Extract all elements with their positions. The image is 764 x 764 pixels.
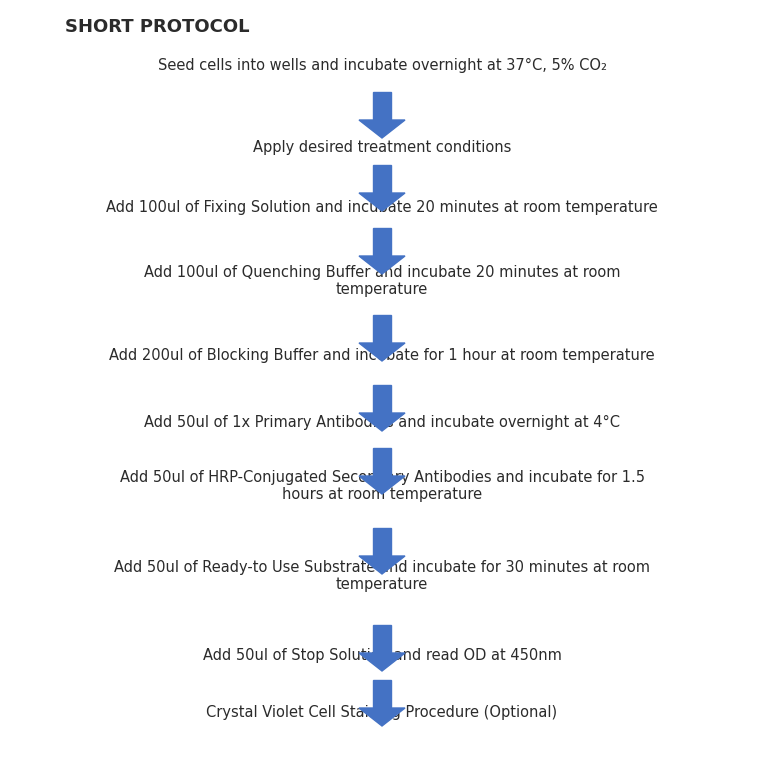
Bar: [373, 165, 391, 193]
Bar: [373, 625, 391, 653]
Bar: [373, 228, 391, 256]
Text: Apply desired treatment conditions: Apply desired treatment conditions: [253, 140, 511, 155]
Polygon shape: [359, 193, 405, 211]
Polygon shape: [359, 708, 405, 726]
Text: Seed cells into wells and incubate overnight at 37°C, 5% CO₂: Seed cells into wells and incubate overn…: [157, 58, 607, 73]
Bar: [373, 315, 391, 343]
Polygon shape: [359, 256, 405, 274]
Text: Add 50ul of 1x Primary Antibodies and incubate overnight at 4°C: Add 50ul of 1x Primary Antibodies and in…: [144, 415, 620, 430]
Text: Add 100ul of Fixing Solution and incubate 20 minutes at room temperature: Add 100ul of Fixing Solution and incubat…: [106, 200, 658, 215]
Polygon shape: [359, 413, 405, 431]
Polygon shape: [359, 653, 405, 671]
Text: Add 50ul of HRP-Conjugated Secondary Antibodies and incubate for 1.5
hours at ro: Add 50ul of HRP-Conjugated Secondary Ant…: [119, 470, 645, 503]
Text: SHORT PROTOCOL: SHORT PROTOCOL: [65, 18, 250, 36]
Polygon shape: [359, 476, 405, 494]
Bar: [373, 385, 391, 413]
Polygon shape: [359, 343, 405, 361]
Bar: [373, 528, 391, 556]
Text: Add 50ul of Ready-to Use Substrate and incubate for 30 minutes at room
temperatu: Add 50ul of Ready-to Use Substrate and i…: [114, 560, 650, 592]
Text: Add 50ul of Stop Solution and read OD at 450nm: Add 50ul of Stop Solution and read OD at…: [202, 648, 562, 663]
Text: Add 100ul of Quenching Buffer and incubate 20 minutes at room
temperature: Add 100ul of Quenching Buffer and incuba…: [144, 265, 620, 297]
Polygon shape: [359, 556, 405, 574]
Text: Add 200ul of Blocking Buffer and incubate for 1 hour at room temperature: Add 200ul of Blocking Buffer and incubat…: [109, 348, 655, 363]
Text: Crystal Violet Cell Staining Procedure (Optional): Crystal Violet Cell Staining Procedure (…: [206, 705, 558, 720]
Bar: [373, 680, 391, 708]
Bar: [373, 448, 391, 476]
Polygon shape: [359, 120, 405, 138]
Bar: [373, 92, 391, 120]
